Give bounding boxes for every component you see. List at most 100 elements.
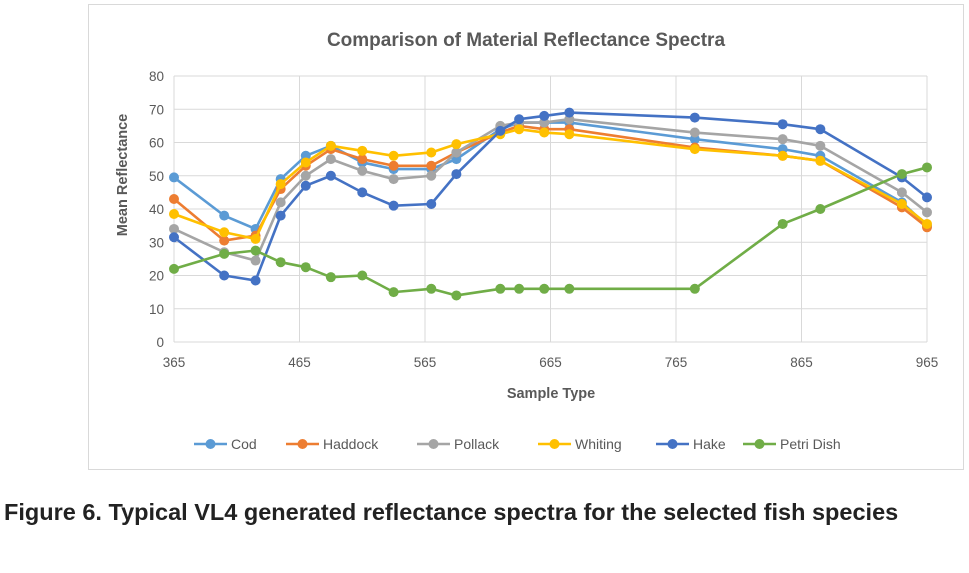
legend-item: Cod [194, 436, 257, 452]
data-point [451, 169, 462, 180]
data-point [169, 194, 179, 205]
data-point [777, 134, 788, 145]
data-point [689, 144, 700, 155]
data-point [300, 180, 311, 191]
legend-item: Whiting [538, 436, 622, 452]
data-point [426, 283, 437, 294]
data-point [219, 210, 230, 221]
data-point [300, 157, 311, 168]
data-point [250, 233, 261, 244]
y-tick-label: 80 [149, 69, 164, 84]
data-point [564, 283, 575, 294]
data-point [169, 172, 179, 183]
data-point [169, 232, 179, 243]
data-point [250, 245, 261, 256]
y-tick-label: 30 [149, 235, 164, 250]
data-point [325, 140, 336, 151]
data-point [250, 275, 261, 286]
data-point [388, 160, 399, 171]
legend-label: Pollack [454, 436, 500, 452]
data-point [250, 255, 261, 266]
figure-caption: Figure 6. Typical VL4 generated reflecta… [4, 499, 899, 525]
data-point [275, 210, 286, 221]
data-point [896, 187, 907, 198]
data-point [896, 199, 907, 210]
data-point [357, 145, 368, 156]
data-point [896, 169, 907, 180]
legend-label: Haddock [323, 436, 379, 452]
data-point [815, 155, 826, 166]
y-tick-label: 0 [156, 335, 164, 350]
data-point [451, 147, 462, 158]
data-point [426, 160, 437, 171]
data-point [514, 283, 525, 294]
x-tick-label: 965 [916, 355, 939, 370]
legend-swatch-marker [205, 439, 216, 449]
data-point [169, 223, 179, 234]
x-tick-label: 865 [790, 355, 813, 370]
legend-item: Petri Dish [743, 436, 841, 452]
legend-swatch-marker [428, 439, 439, 449]
chart-frame: 0 10 20 30 40 50 60 70 80 365 465 565 665 765 865 965 C… [88, 4, 964, 470]
data-point [325, 154, 336, 165]
data-point [388, 287, 399, 298]
data-point [169, 208, 179, 219]
data-point [357, 187, 368, 198]
legend-item: Pollack [417, 436, 500, 452]
legend-item: Haddock [286, 436, 379, 452]
data-point [922, 162, 932, 173]
data-point [539, 283, 550, 294]
data-point [325, 272, 336, 283]
data-point [689, 283, 700, 294]
y-tick-label: 70 [149, 102, 164, 117]
y-tick-label: 60 [149, 136, 164, 151]
y-tick-label: 50 [149, 169, 164, 184]
x-tick-label: 765 [665, 355, 688, 370]
legend-label: Hake [693, 436, 726, 452]
data-point [922, 218, 932, 229]
data-point [815, 140, 826, 151]
legend-label: Petri Dish [780, 436, 841, 452]
data-point [300, 170, 311, 181]
reflectance-chart: 0 10 20 30 40 50 60 70 80 365 465 565 665 765 865 965 C… [115, 30, 939, 452]
series-hake [169, 107, 932, 286]
data-point [388, 174, 399, 185]
x-tick-label: 465 [288, 355, 311, 370]
legend-swatch-marker [297, 439, 308, 449]
data-point [219, 235, 230, 246]
data-point [539, 110, 550, 121]
y-tick-label: 40 [149, 202, 164, 217]
legend-item: Hake [656, 436, 726, 452]
data-point [426, 147, 437, 158]
x-tick-label: 665 [539, 355, 562, 370]
data-point [815, 124, 826, 135]
data-point [388, 200, 399, 211]
data-point [300, 262, 311, 273]
data-point [388, 150, 399, 161]
data-point [539, 127, 550, 138]
chart-title: Comparison of Material Reflectance Spect… [327, 30, 725, 51]
data-point [777, 218, 788, 229]
data-point [451, 290, 462, 301]
data-point [169, 263, 179, 274]
legend-swatch-marker [754, 439, 765, 449]
data-point [275, 257, 286, 268]
data-point [922, 192, 932, 203]
data-point [357, 154, 368, 165]
x-axis-label: Sample Type [507, 386, 595, 402]
x-tick-label: 365 [163, 355, 186, 370]
data-point [495, 125, 506, 136]
data-point [922, 207, 932, 218]
data-point [564, 107, 575, 118]
data-point [275, 179, 286, 190]
data-point [357, 270, 368, 281]
data-point [219, 270, 230, 281]
data-point [564, 129, 575, 140]
data-point [357, 165, 368, 176]
data-point [426, 170, 437, 181]
data-point [777, 150, 788, 161]
legend-swatch-marker [549, 439, 560, 449]
y-axis-label: Mean Reflectance [115, 114, 131, 237]
series-whiting [169, 124, 932, 244]
data-point [514, 114, 525, 125]
